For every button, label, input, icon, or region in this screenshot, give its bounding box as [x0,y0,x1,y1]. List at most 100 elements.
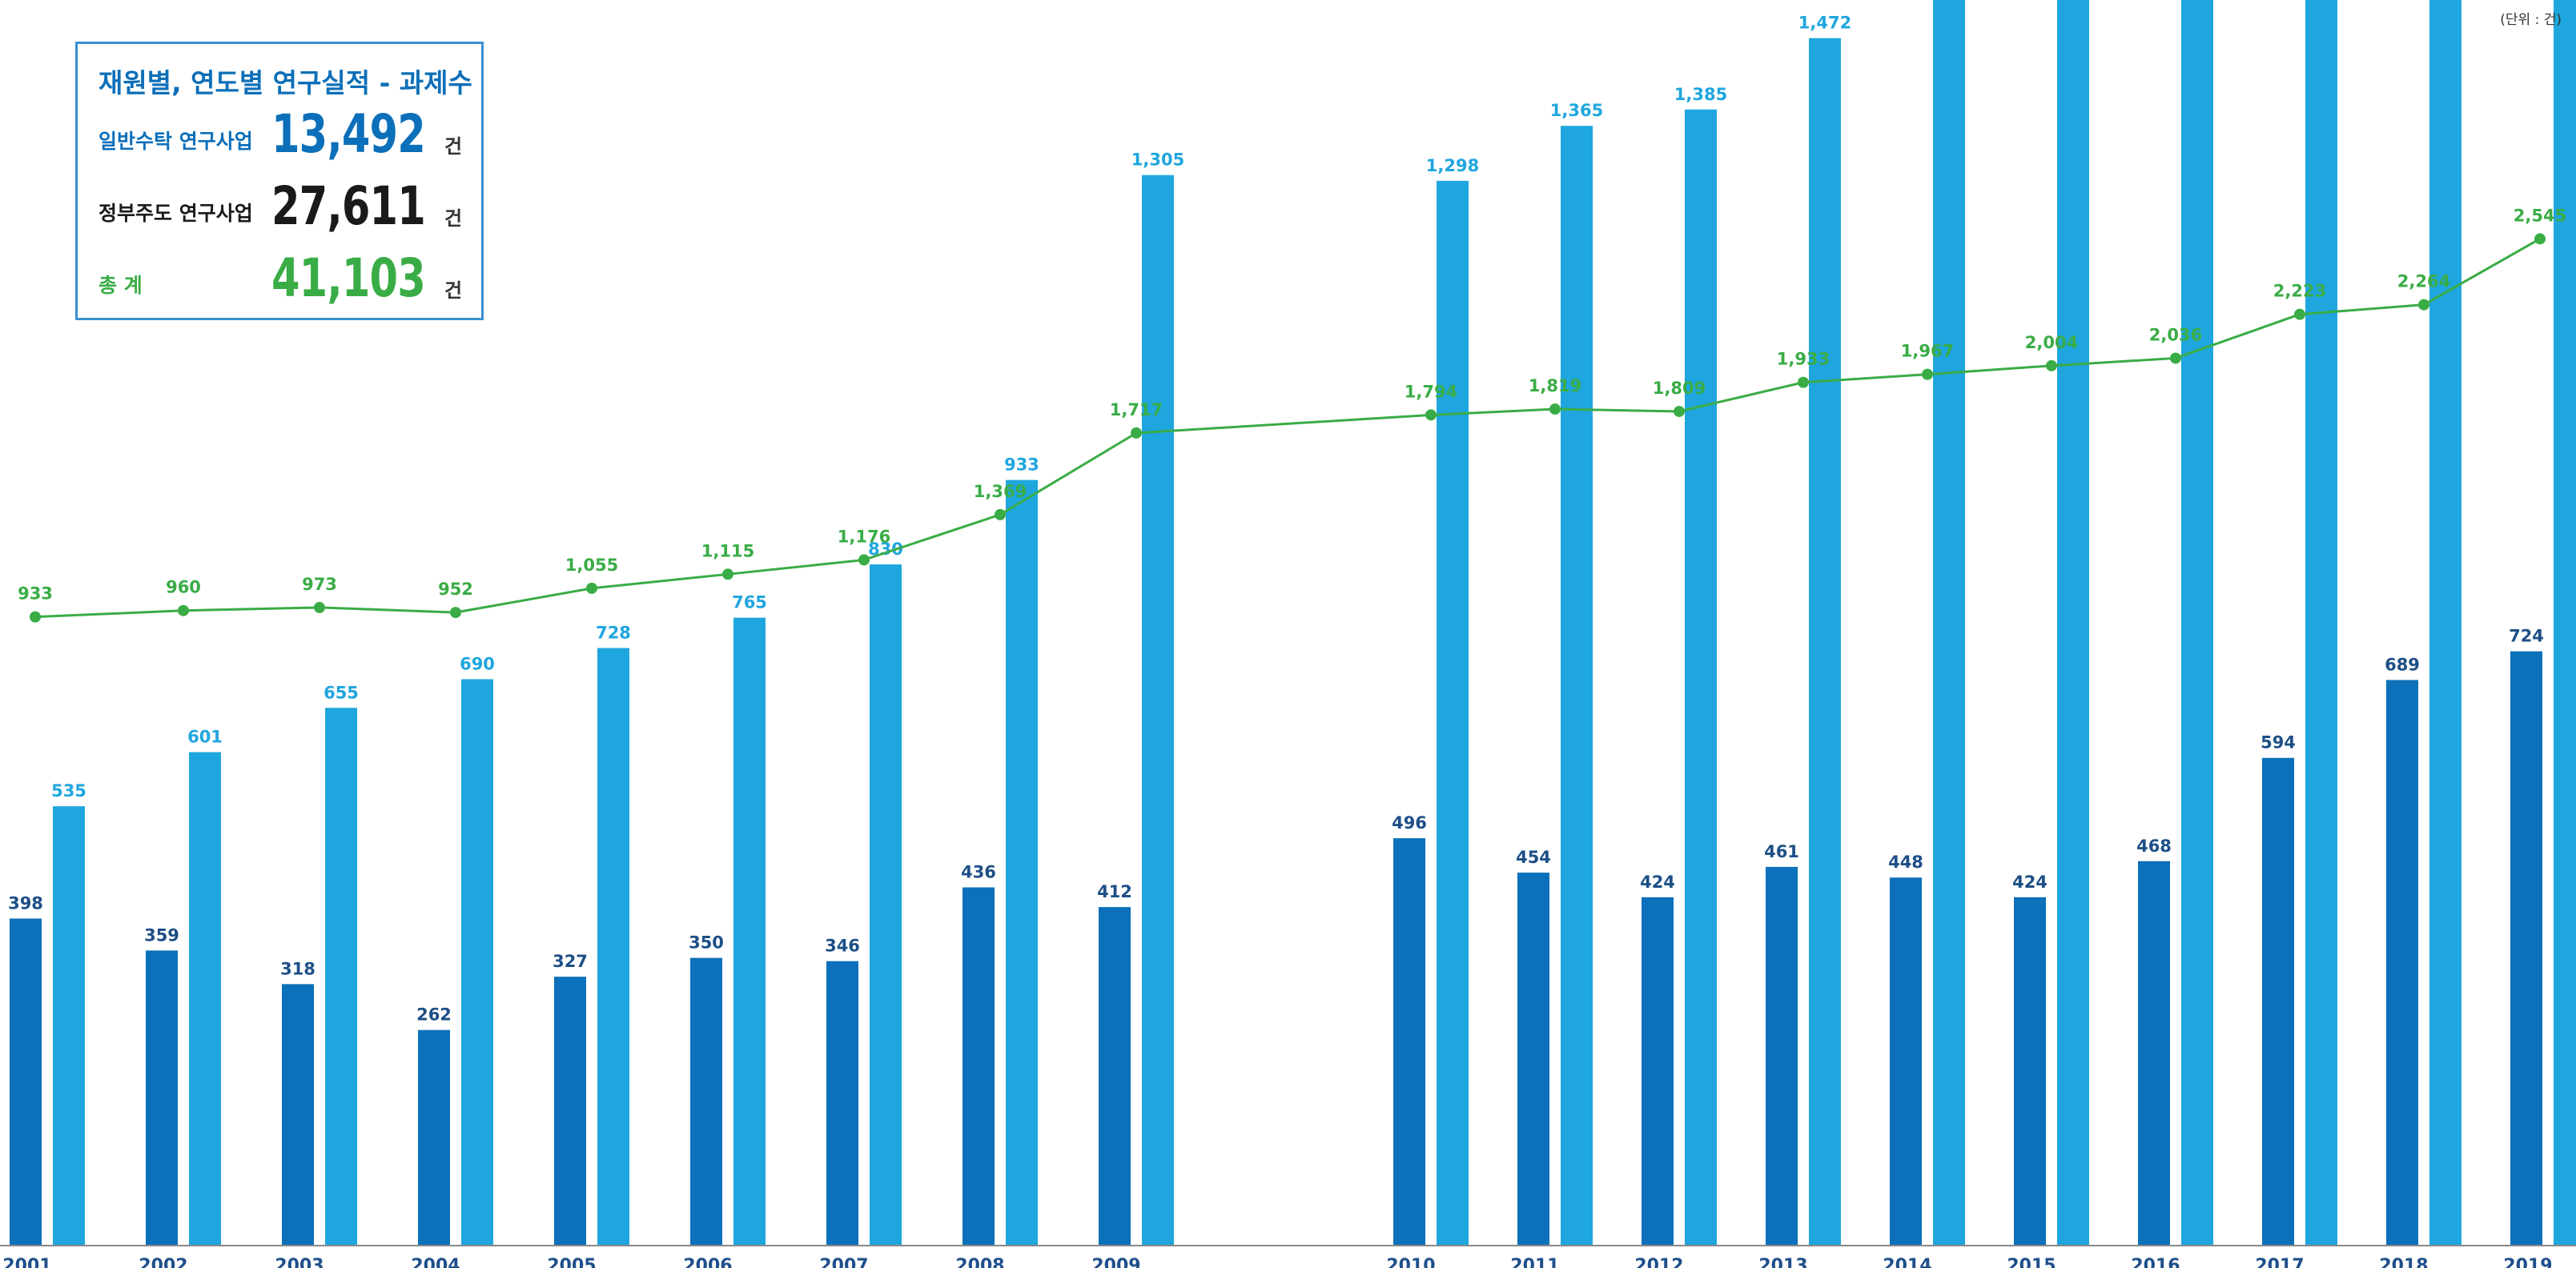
bar-government-2018 [2429,0,2461,1246]
total-point-2010 [1425,409,1437,421]
bar-label-government-2005: 728 [596,624,631,643]
bar-label-general-2019: 724 [2509,627,2544,646]
bar-label-general-2017: 594 [2261,733,2296,752]
summary-value-government: 27,611 [271,175,426,237]
total-label-2016: 2,036 [2149,325,2202,344]
bar-general-2010 [1393,838,1425,1245]
bar-government-2009 [1142,175,1174,1246]
summary-value-total: 41,103 [271,247,426,309]
bar-label-government-2009: 1,305 [1131,150,1184,170]
bar-general-2004 [418,1029,450,1245]
bar-general-2005 [554,977,586,1245]
bar-label-general-2014: 448 [1888,853,1923,872]
bar-government-2011 [1561,126,1593,1246]
year-label-2001: 2001 [2,1256,51,1268]
year-label-2006: 2006 [683,1256,732,1268]
total-point-2009 [1131,427,1142,439]
total-label-2005: 1,055 [565,556,618,575]
total-label-2012: 1,809 [1653,379,1706,398]
total-label-2002: 960 [166,578,201,597]
year-label-2010: 2010 [1386,1256,1435,1268]
total-point-2006 [722,568,733,580]
bar-government-2013 [1809,38,1841,1246]
summary-box: 재원별, 연도별 연구실적 - 과제수 일반수탁 연구사업 13,492 건 정… [75,42,484,320]
bar-label-government-2002: 601 [187,728,223,747]
bar-government-2007 [870,564,902,1245]
bar-general-2007 [826,961,858,1245]
total-label-2008: 1,369 [974,482,1027,501]
bar-government-2012 [1685,109,1717,1245]
total-point-2003 [314,601,325,613]
bar-general-2019 [2510,651,2542,1245]
bar-label-government-2011: 1,365 [1550,101,1603,120]
bar-general-2011 [1517,873,1549,1245]
total-point-2012 [1674,405,1685,417]
summary-label-general: 일반수탁 연구사업 [98,130,253,153]
bar-label-general-2002: 359 [144,925,179,945]
total-label-2007: 1,176 [838,527,890,546]
total-label-2003: 973 [302,575,337,594]
bar-general-2013 [1766,866,1798,1245]
bar-government-2005 [597,648,629,1245]
year-label-2005: 2005 [547,1256,596,1268]
bar-label-general-2010: 496 [1392,813,1427,833]
year-label-2011: 2011 [1510,1256,1559,1268]
total-point-2016 [2170,352,2181,364]
bar-label-government-2013: 1,472 [1798,14,1851,33]
bar-general-2001 [10,918,42,1245]
bar-general-2016 [2138,861,2170,1245]
bar-government-2002 [189,752,221,1245]
year-label-2009: 2009 [1091,1256,1140,1268]
total-label-2015: 2,004 [2025,333,2078,352]
year-label-2016: 2016 [2131,1256,2180,1268]
bar-label-government-2010: 1,298 [1426,156,1479,175]
bar-government-2004 [461,679,493,1245]
bar-label-general-2008: 436 [961,863,996,882]
bar-government-2008 [1006,480,1038,1245]
bar-general-2006 [690,957,722,1245]
year-label-2003: 2003 [275,1256,324,1268]
summary-unit-general: 건 [444,135,463,158]
total-label-2017: 2,223 [2273,282,2326,301]
year-label-2018: 2018 [2379,1256,2428,1268]
bar-government-2006 [733,617,766,1245]
year-label-2004: 2004 [411,1256,460,1268]
year-label-2012: 2012 [1634,1256,1683,1268]
unit-label: (단위 : 건) [2500,12,2562,28]
total-point-2008 [995,508,1006,520]
summary-label-government: 정부주도 연구사업 [98,202,253,225]
total-point-2001 [30,611,41,623]
summary-value-general: 13,492 [271,103,426,165]
bar-label-general-2016: 468 [2136,837,2172,856]
bar-label-government-2006: 765 [732,593,767,612]
bar-government-2014 [1933,0,1965,1246]
bar-label-government-2003: 655 [324,683,359,702]
bar-general-2014 [1890,877,1922,1245]
bar-general-2018 [2386,680,2418,1245]
year-label-2014: 2014 [1883,1256,1931,1268]
bar-general-2009 [1099,907,1131,1245]
summary-row-total: 총 계 41,103 건 [98,247,475,311]
summary-unit-total: 건 [444,279,463,302]
bar-general-2002 [146,950,178,1245]
bar-government-2016 [2181,0,2213,1245]
total-point-2007 [858,554,870,566]
bar-label-government-2012: 1,385 [1674,85,1727,104]
bar-general-2012 [1642,897,1674,1245]
total-label-2014: 1,967 [1901,342,1954,361]
year-label-2002: 2002 [139,1256,187,1268]
bar-label-government-2001: 535 [51,781,86,801]
total-label-2010: 1,794 [1405,382,1457,401]
year-label-2008: 2008 [955,1256,1004,1268]
bar-general-2003 [282,984,314,1245]
bar-label-general-2015: 424 [2012,873,2048,892]
summary-title: 재원별, 연도별 연구실적 - 과제수 [98,67,472,98]
total-point-2018 [2418,299,2429,311]
total-point-2019 [2534,233,2546,245]
total-point-2004 [450,607,461,619]
year-label-2019: 2019 [2503,1256,2552,1268]
total-point-2013 [1798,376,1809,388]
bar-label-general-2005: 327 [553,952,588,971]
bar-government-2015 [2057,0,2089,1246]
